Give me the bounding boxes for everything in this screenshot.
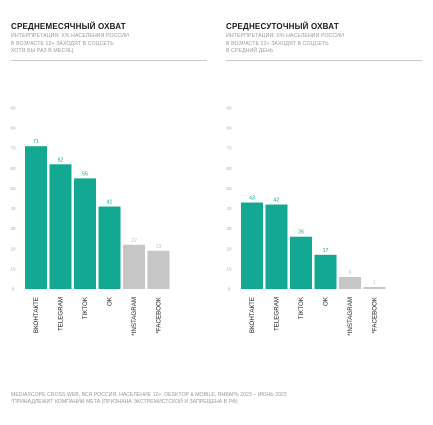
right-bar-value-label: 17	[323, 248, 329, 254]
right-bar	[290, 236, 312, 289]
left-y-tick-label: 90	[10, 106, 16, 111]
left-bar-value-label: 55	[82, 171, 88, 177]
left-bar	[98, 206, 121, 289]
right-chart-title: СРЕДНЕСУТОЧНЫЙ ОХВАТ	[226, 22, 339, 31]
right-y-tick-label: 20	[226, 246, 232, 251]
right-chart-subtitle-1: ИНТЕРПРЕТАЦИЯ: X% НАСЕЛЕНИЯ РОССИИ	[226, 33, 344, 39]
right-chart-subtitle-2: В ВОЗРАСТЕ 12+ ЗАХОДЯТ В СОЦСЕТЬ	[226, 40, 329, 47]
right-y-tick-label: 60	[226, 166, 232, 171]
left-bar	[49, 164, 72, 289]
right-y-tick-label: 50	[226, 186, 232, 191]
left-bar-value-label: 22	[131, 238, 137, 244]
left-y-tick-label: 10	[10, 266, 16, 271]
left-category-label: *FACEBOOK	[156, 296, 163, 333]
left-chart-header: СРЕДНЕМЕСЯЧНЫЙ ОХВАТ ИНТЕРПРЕТАЦИЯ: X% Н…	[11, 22, 207, 61]
left-bar-value-label: 71	[33, 139, 39, 145]
left-y-tick-label: 70	[10, 146, 16, 151]
right-category-label: ВКОНТАКТЕ	[249, 297, 256, 333]
left-bar-value-label: 62	[58, 157, 64, 163]
right-chart-header: СРЕДНЕСУТОЧНЫЙ ОХВАТ ИНТЕРПРЕТАЦИЯ: X% Н…	[226, 22, 422, 61]
right-bar-value-label: 42	[274, 198, 280, 204]
left-bar	[25, 146, 47, 289]
left-bar-value-label: 19	[156, 244, 162, 250]
right-bar	[339, 276, 361, 289]
right-category-label: *FACEBOOK	[372, 296, 379, 333]
left-y-tick-label: 60	[10, 166, 16, 171]
right-y-tick-label: 0	[228, 287, 231, 292]
left-y-tick-label: 30	[10, 226, 16, 231]
left-bar	[74, 178, 96, 289]
left-header-divider	[11, 59, 207, 61]
left-category-label: TIKTOK	[82, 296, 89, 319]
left-bar-value-label: 41	[107, 200, 113, 206]
right-bar	[241, 202, 263, 289]
right-y-tick-label: 80	[226, 126, 232, 131]
left-y-tick-label: 40	[10, 206, 16, 211]
left-y-tick-label: 0	[12, 287, 15, 292]
left-chart-title: СРЕДНЕМЕСЯЧНЫЙ ОХВАТ	[11, 22, 126, 31]
right-y-tick-label: 30	[226, 226, 232, 231]
right-y-tick-label: 70	[226, 146, 232, 151]
right-category-label: OK	[323, 296, 330, 306]
left-y-tick-label: 50	[10, 186, 16, 191]
right-y-tick-label: 40	[226, 206, 232, 211]
right-bar-value-label: 6	[349, 270, 352, 276]
right-bar	[363, 286, 386, 289]
left-chart-subtitle-1: ИНТЕРПРЕТАЦИЯ: X% НАСЕЛЕНИЯ РОССИИ	[11, 33, 129, 39]
left-category-label: ВКОНТАКТЕ	[33, 297, 40, 333]
source-line: MEDIASCOPE CROSS WEB, ВСЯ РОССИЯ, НАСЕЛЕ…	[11, 392, 287, 398]
left-chart-subtitle-3: ХОТЯ БЫ РАЗ В МЕСЯЦ	[11, 48, 74, 55]
right-category-label: TELEGRAM	[274, 297, 281, 331]
right-bar-value-label: 1	[373, 280, 376, 286]
left-category-label: OK	[107, 296, 114, 306]
left-y-tick-label: 20	[10, 246, 16, 251]
left-bar	[147, 250, 170, 289]
right-y-tick-label: 90	[226, 106, 232, 111]
left-category-label: *INSTAGRAM	[131, 297, 138, 336]
right-category-label: TIKTOK	[298, 296, 305, 319]
right-chart-subtitle-3: В СРЕДНИЙ ДЕНЬ	[226, 48, 274, 55]
left-chart-subtitle-2: В ВОЗРАСТЕ 12+ ЗАХОДЯТ В СОЦСЕТЬ	[11, 40, 114, 47]
right-bar	[265, 204, 288, 289]
right-bar-value-label: 43	[249, 196, 255, 202]
source-footnote: MEDIASCOPE CROSS WEB, ВСЯ РОССИЯ, НАСЕЛЕ…	[11, 392, 421, 406]
right-header-divider	[226, 59, 422, 61]
disclaimer-line: *ПРИНАДЛЕЖИТ КОМПАНИИ МЕТА (ПРИЗНАНА ЭКС…	[11, 398, 238, 405]
right-bar	[314, 254, 337, 289]
left-bar	[123, 244, 145, 289]
right-bar-value-label: 26	[298, 230, 304, 236]
right-y-tick-label: 10	[226, 266, 232, 271]
right-category-label: *INSTAGRAM	[347, 297, 354, 336]
left-category-label: TELEGRAM	[58, 297, 65, 331]
left-y-tick-label: 80	[10, 126, 16, 131]
